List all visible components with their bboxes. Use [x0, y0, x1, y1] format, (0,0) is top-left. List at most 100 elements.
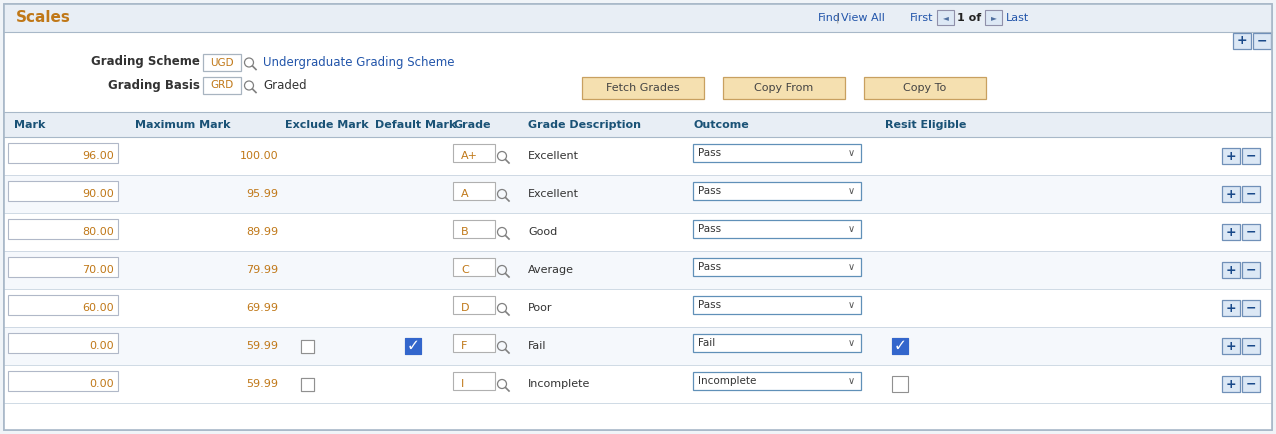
Bar: [297, 295, 319, 321]
Bar: [1242, 338, 1259, 354]
Bar: [1242, 262, 1259, 278]
Bar: [888, 295, 914, 321]
Text: View All: View All: [841, 13, 884, 23]
Text: Copy To: Copy To: [903, 83, 947, 93]
Text: Incomplete: Incomplete: [528, 379, 591, 389]
Text: −: −: [1245, 339, 1257, 352]
Bar: [4, 4, 1272, 32]
Bar: [937, 10, 954, 25]
Text: ◄: ◄: [943, 13, 948, 22]
Bar: [693, 372, 861, 390]
Bar: [297, 181, 319, 207]
Bar: [301, 339, 314, 352]
Bar: [297, 257, 319, 283]
Bar: [4, 365, 1272, 403]
Text: Fail: Fail: [528, 341, 546, 351]
Text: −: −: [1245, 149, 1257, 162]
Bar: [693, 258, 861, 276]
Text: 70.00: 70.00: [82, 265, 114, 275]
Bar: [404, 338, 421, 354]
Text: 1 of 2: 1 of 2: [957, 13, 993, 23]
Text: B: B: [461, 227, 468, 237]
Text: Undergraduate Grading Scheme: Undergraduate Grading Scheme: [263, 56, 454, 69]
Text: +: +: [1226, 339, 1236, 352]
Text: Scales: Scales: [17, 10, 71, 26]
Text: Default Mark: Default Mark: [375, 119, 457, 129]
Bar: [8, 143, 117, 163]
Text: Last: Last: [1005, 13, 1030, 23]
Text: +: +: [1226, 149, 1236, 162]
Text: Fail: Fail: [698, 338, 716, 348]
Text: Grade: Grade: [453, 119, 490, 129]
Text: Grading Scheme: Grading Scheme: [91, 56, 200, 69]
Text: UGD: UGD: [211, 57, 234, 68]
Bar: [1222, 376, 1240, 392]
Text: Graded: Graded: [263, 79, 306, 92]
Text: First: First: [910, 13, 934, 23]
Text: Exclude Mark: Exclude Mark: [285, 119, 369, 129]
Bar: [404, 338, 421, 354]
Bar: [693, 296, 861, 314]
Text: −: −: [1257, 34, 1267, 47]
Text: ∨: ∨: [847, 262, 855, 272]
Bar: [888, 257, 914, 283]
Text: ∨: ∨: [847, 376, 855, 386]
Bar: [1242, 224, 1259, 240]
Text: Average: Average: [528, 265, 574, 275]
Bar: [453, 182, 495, 200]
Bar: [892, 338, 909, 354]
Text: 90.00: 90.00: [82, 189, 114, 199]
Bar: [892, 376, 909, 392]
Bar: [693, 334, 861, 352]
Bar: [1242, 148, 1259, 164]
Text: −: −: [1245, 302, 1257, 315]
Bar: [453, 334, 495, 352]
Bar: [864, 77, 986, 99]
Text: I: I: [461, 379, 464, 389]
Bar: [1253, 33, 1271, 49]
Bar: [4, 327, 1272, 365]
Bar: [723, 77, 845, 99]
Text: |: |: [836, 13, 840, 23]
Bar: [301, 149, 314, 162]
Text: +: +: [1236, 34, 1248, 47]
Bar: [453, 144, 495, 162]
Text: Incomplete: Incomplete: [698, 376, 757, 386]
Text: 96.00: 96.00: [82, 151, 114, 161]
Text: 79.99: 79.99: [246, 265, 278, 275]
Text: 0.00: 0.00: [89, 379, 114, 389]
Text: Excellent: Excellent: [528, 189, 579, 199]
Bar: [582, 77, 704, 99]
Bar: [693, 144, 861, 162]
Bar: [297, 143, 319, 169]
Text: ∨: ∨: [847, 300, 855, 310]
Text: 59.99: 59.99: [246, 341, 278, 351]
Text: Grade Description: Grade Description: [528, 119, 641, 129]
Bar: [301, 263, 314, 276]
Bar: [8, 219, 117, 239]
Bar: [888, 257, 914, 283]
Text: −: −: [1245, 378, 1257, 391]
Bar: [301, 187, 314, 201]
Text: D: D: [461, 303, 470, 313]
Text: Mark: Mark: [14, 119, 46, 129]
Bar: [453, 258, 495, 276]
Text: Poor: Poor: [528, 303, 553, 313]
Bar: [888, 181, 914, 207]
Text: +: +: [1226, 302, 1236, 315]
Text: Pass: Pass: [698, 224, 721, 234]
Bar: [453, 372, 495, 390]
Bar: [8, 333, 117, 353]
Text: C: C: [461, 265, 468, 275]
Bar: [888, 295, 914, 321]
Bar: [1222, 186, 1240, 202]
Text: ✓: ✓: [407, 339, 420, 354]
Text: ∨: ∨: [847, 338, 855, 348]
Text: Outcome: Outcome: [693, 119, 749, 129]
Text: ∨: ∨: [847, 148, 855, 158]
Bar: [301, 302, 314, 315]
Text: −: −: [1245, 187, 1257, 201]
Bar: [693, 182, 861, 200]
Text: 60.00: 60.00: [83, 303, 114, 313]
Text: 0.00: 0.00: [89, 341, 114, 351]
